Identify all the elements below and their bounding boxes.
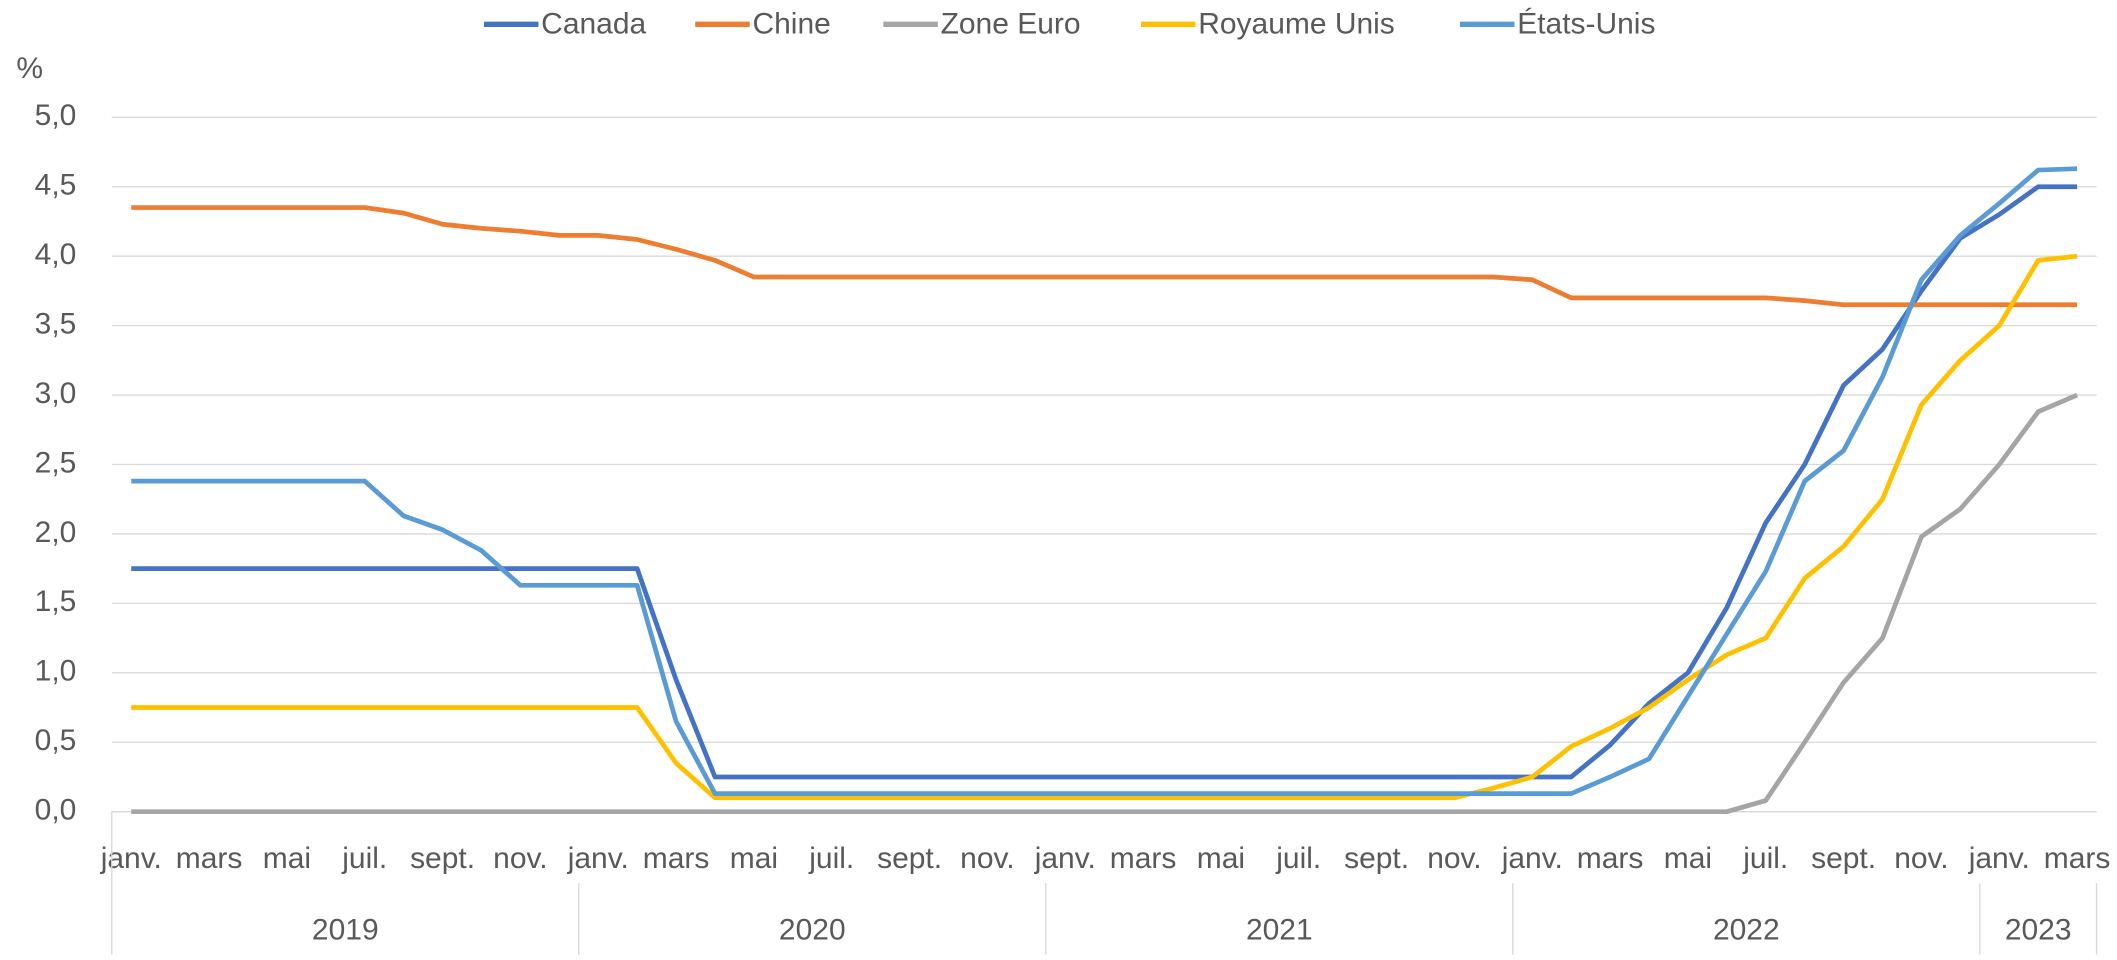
x-group-label: 2020 — [779, 914, 846, 947]
x-group-label: 2023 — [2005, 914, 2072, 947]
legend-label: Zone Euro — [941, 8, 1081, 41]
x-tick-label: janv. — [1501, 842, 1563, 875]
x-tick-label: juil. — [808, 842, 854, 875]
x-tick-label: sept. — [410, 842, 475, 875]
x-tick-label: mai — [263, 842, 311, 875]
y-axis-label: % — [16, 52, 43, 85]
legend-label: Royaume Unis — [1198, 8, 1395, 41]
x-tick-label: janv. — [567, 842, 629, 875]
x-tick-label: mars — [643, 842, 710, 875]
legend-label: Chine — [752, 8, 830, 41]
x-group-label: 2019 — [312, 914, 379, 947]
x-tick-label: sept. — [877, 842, 942, 875]
x-group-label: 2022 — [1713, 914, 1780, 947]
x-tick-label: juil. — [1275, 842, 1321, 875]
series-line — [131, 166, 2078, 796]
y-tick-label: 2,0 — [35, 516, 77, 549]
y-tick-label: 4,0 — [35, 238, 77, 271]
y-tick-label: 0,0 — [35, 794, 77, 827]
y-tick-label: 0,5 — [35, 724, 77, 757]
x-tick-label: nov. — [1894, 842, 1948, 875]
x-tick-label: nov. — [1427, 842, 1481, 875]
x-tick-label: mars — [1110, 842, 1177, 875]
series-line — [131, 205, 2078, 308]
series-line — [131, 253, 2078, 801]
y-tick-label: 3,5 — [35, 308, 77, 341]
y-tick-label: 4,5 — [35, 169, 77, 202]
series-line — [131, 184, 2078, 780]
x-tick-label: nov. — [493, 842, 547, 875]
x-tick-label: mai — [1664, 842, 1712, 875]
x-tick-label: mai — [1197, 842, 1245, 875]
x-tick-label: mars — [2044, 842, 2111, 875]
x-tick-label: janv. — [100, 842, 162, 875]
x-tick-label: mars — [1577, 842, 1644, 875]
x-tick-label: juil. — [1742, 842, 1788, 875]
x-tick-label: janv. — [1034, 842, 1096, 875]
x-tick-label: mai — [730, 842, 778, 875]
x-tick-label: sept. — [1344, 842, 1409, 875]
series-line — [131, 392, 2079, 815]
y-tick-label: 2,5 — [35, 446, 77, 479]
x-tick-label: sept. — [1811, 842, 1876, 875]
legend-label: États-Unis — [1517, 8, 1655, 41]
y-tick-label: 3,0 — [35, 377, 77, 410]
x-tick-label: janv. — [1968, 842, 2030, 875]
x-group-label: 2021 — [1246, 914, 1313, 947]
legend-label: Canada — [541, 8, 646, 41]
y-tick-label: 1,5 — [35, 585, 77, 618]
y-tick-label: 1,0 — [35, 655, 77, 688]
x-tick-label: mars — [176, 842, 243, 875]
y-tick-label: 5,0 — [35, 99, 77, 132]
x-tick-label: juil. — [341, 842, 387, 875]
x-tick-label: nov. — [960, 842, 1014, 875]
